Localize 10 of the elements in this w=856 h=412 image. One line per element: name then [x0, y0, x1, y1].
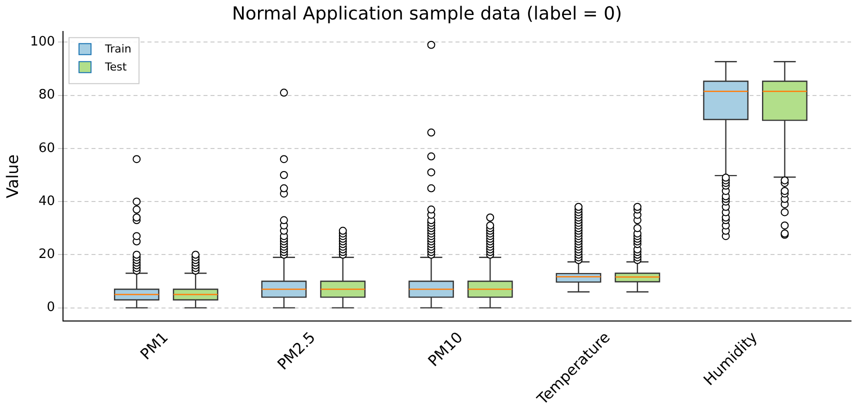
y-tick-label: 40 [38, 194, 56, 209]
legend-label: Test [104, 60, 128, 74]
y-tick-label: 60 [38, 140, 56, 156]
legend-label: Train [104, 42, 132, 56]
y-tick-label: 0 [46, 300, 56, 316]
y-tick-label: 20 [38, 247, 56, 262]
chart-title: Normal Application sample data (label = 0) [232, 3, 622, 24]
y-tick-label: 100 [30, 34, 56, 50]
y-axis-title: Value [2, 154, 22, 198]
y-tick-label: 80 [38, 88, 56, 103]
